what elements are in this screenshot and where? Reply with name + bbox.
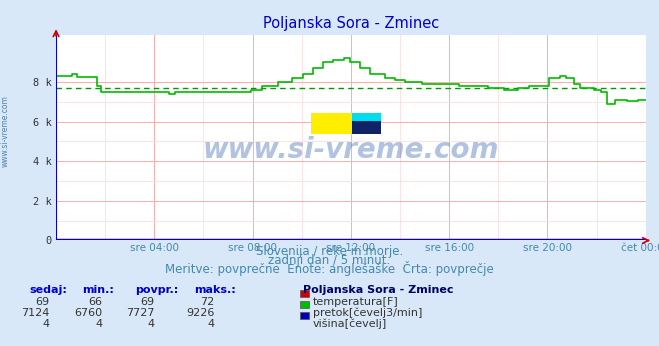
Text: povpr.:: povpr.: [135,285,179,295]
Text: www.si-vreme.com: www.si-vreme.com [1,95,10,167]
Text: Poljanska Sora - Zminec: Poljanska Sora - Zminec [303,285,453,295]
Text: Slovenija / reke in morje.: Slovenija / reke in morje. [256,245,403,258]
Text: zadnji dan / 5 minut.: zadnji dan / 5 minut. [268,254,391,267]
Bar [352,121,381,135]
Text: 7124: 7124 [21,308,49,318]
Text: 4: 4 [42,319,49,329]
Text: pretok[čevelj3/min]: pretok[čevelj3/min] [313,308,422,318]
Text: Meritve: povprečne  Enote: anglešaške  Črta: povprečje: Meritve: povprečne Enote: anglešaške Črt… [165,261,494,276]
Text: 4: 4 [148,319,155,329]
Title: Poljanska Sora - Zminec: Poljanska Sora - Zminec [263,16,439,31]
Text: temperatura[F]: temperatura[F] [313,297,399,307]
Text: 4: 4 [207,319,214,329]
Text: 4: 4 [95,319,102,329]
Text: sedaj:: sedaj: [30,285,67,295]
Text: višina[čevelj]: višina[čevelj] [313,319,387,329]
Text: 7727: 7727 [127,308,155,318]
Text: 9226: 9226 [186,308,214,318]
Text: www.si-vreme.com: www.si-vreme.com [203,136,499,164]
Text: 6760: 6760 [74,308,102,318]
Text: maks.:: maks.: [194,285,236,295]
Text: 72: 72 [200,297,214,307]
Bar [311,113,352,135]
Text: 66: 66 [88,297,102,307]
Text: 69: 69 [141,297,155,307]
Text: min.:: min.: [82,285,114,295]
Text: 69: 69 [36,297,49,307]
Bar [352,113,381,135]
